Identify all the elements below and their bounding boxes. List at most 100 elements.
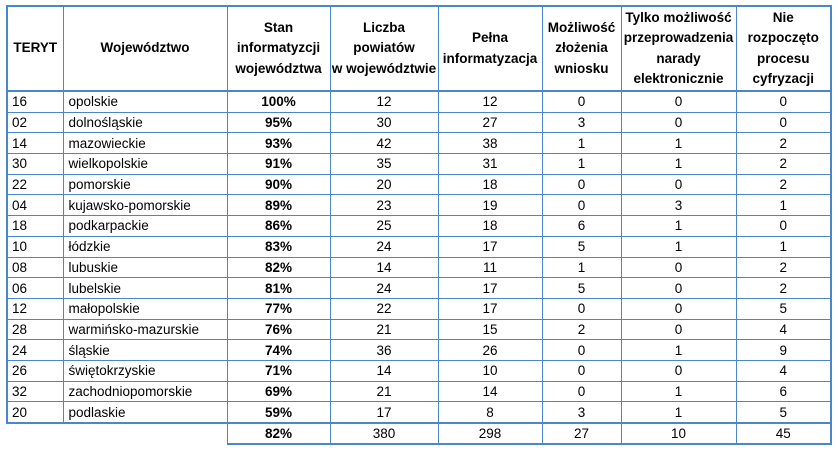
table-row: 22 pomorskie 90% 20 18 0 0 2 <box>6 173 832 196</box>
table-cell: lubuskie <box>62 256 228 279</box>
table-row: 20 podlaskie 59% 17 8 3 1 5 <box>6 401 832 425</box>
table-cell: 30 <box>6 153 64 175</box>
table-cell: 0 <box>541 90 622 113</box>
totals-cell: 10 <box>620 422 737 445</box>
table-cell: 14 <box>329 359 439 382</box>
table-cell: 2 <box>541 318 622 341</box>
table-cell: 93% <box>226 132 331 155</box>
table-cell: 1 <box>620 235 737 258</box>
table-cell: 42 <box>329 132 439 155</box>
table-cell: 25 <box>329 215 439 237</box>
table-cell: kujawsko-pomorskie <box>62 194 228 217</box>
table-row: 28 warmińsko-mazurskie 76% 21 15 2 0 4 <box>6 318 832 341</box>
table-cell: 5 <box>735 297 832 320</box>
totals-row: 82% 380 298 27 10 45 <box>7 422 832 445</box>
table-header: TERYT Województwo Stan informatyzcji woj… <box>6 5 832 92</box>
table-row: 02 dolnośląskie 95% 30 27 3 0 0 <box>6 111 832 134</box>
table-row: 10 łódzkie 83% 24 17 5 1 1 <box>6 235 832 258</box>
table-cell: 0 <box>541 173 622 196</box>
table-cell: 86% <box>226 215 331 237</box>
table-cell: śląskie <box>62 339 228 361</box>
table-cell: 18 <box>437 215 543 237</box>
table-cell: 24 <box>6 339 64 361</box>
table-row: 24 śląskie 74% 36 26 0 1 9 <box>6 339 832 361</box>
table-cell: dolnośląskie <box>62 111 228 134</box>
table-cell: 17 <box>329 401 439 425</box>
table-cell: 1 <box>620 132 737 155</box>
table-cell: 76% <box>226 318 331 341</box>
table-cell: 14 <box>329 256 439 279</box>
table-cell: małopolskie <box>62 297 228 320</box>
table-cell: 6 <box>735 380 832 403</box>
table-cell: 20 <box>6 401 64 425</box>
col-header-wojewodztwo: Województwo <box>62 5 228 92</box>
totals-cell: 82% <box>226 422 331 445</box>
table-cell: 15 <box>437 318 543 341</box>
table-cell: 02 <box>6 111 64 134</box>
table-cell: 91% <box>226 153 331 175</box>
table-cell: 1 <box>620 380 737 403</box>
table-cell: 8 <box>437 401 543 425</box>
table-cell: 23 <box>329 194 439 217</box>
table-row: 06 lubelskie 81% 24 17 5 0 2 <box>6 277 832 299</box>
col-header-stan: Stan informatyzcji województwa <box>226 5 331 92</box>
table-cell: 0 <box>541 380 622 403</box>
table-cell: 22 <box>6 173 64 196</box>
table-cell: 14 <box>437 380 543 403</box>
table-cell: 5 <box>541 277 622 299</box>
table-cell: 71% <box>226 359 331 382</box>
totals-empty-cell <box>63 423 227 444</box>
table-cell: 21 <box>329 318 439 341</box>
table-cell: 24 <box>329 235 439 258</box>
col-header-tylko-narada: Tylko możliwość przeprowadzenia narady e… <box>620 5 737 92</box>
col-header-nie-rozpoczeto: Nie rozpoczęto procesu cyfryzacji <box>735 5 832 92</box>
col-header-pelna: Pełna informatyzacja <box>437 5 543 92</box>
table-cell: 28 <box>6 318 64 341</box>
table-cell: 24 <box>329 277 439 299</box>
table-cell: 10 <box>437 359 543 382</box>
table-cell: 1 <box>620 215 737 237</box>
table-cell: 08 <box>6 256 64 279</box>
totals-cell: 380 <box>329 422 439 445</box>
table-cell: 2 <box>735 256 832 279</box>
table-row: 04 kujawsko-pomorskie 89% 23 19 0 3 1 <box>6 194 832 217</box>
table-cell: 10 <box>6 235 64 258</box>
table-cell: 0 <box>620 111 737 134</box>
table-cell: 0 <box>541 297 622 320</box>
table-cell: 3 <box>620 194 737 217</box>
table-cell: 22 <box>329 297 439 320</box>
table-cell: 12 <box>329 90 439 113</box>
table-cell: 0 <box>620 90 737 113</box>
table-cell: 1 <box>620 401 737 425</box>
table-cell: 12 <box>6 297 64 320</box>
table-cell: 30 <box>329 111 439 134</box>
table-cell: 0 <box>735 111 832 134</box>
table-cell: 89% <box>226 194 331 217</box>
table-cell: opolskie <box>62 90 228 113</box>
table-cell: 38 <box>437 132 543 155</box>
table-cell: 0 <box>541 359 622 382</box>
table-cell: 6 <box>541 215 622 237</box>
table-cell: 0 <box>541 339 622 361</box>
table-cell: 81% <box>226 277 331 299</box>
table-cell: 12 <box>437 90 543 113</box>
table-cell: 82% <box>226 256 331 279</box>
table-cell: 35 <box>329 153 439 175</box>
table-footer: 82% 380 298 27 10 45 <box>7 422 832 445</box>
totals-cell: 27 <box>541 422 622 445</box>
table-cell: 1 <box>620 153 737 175</box>
table-cell: 16 <box>6 90 64 113</box>
table-cell: wielkopolskie <box>62 153 228 175</box>
table-cell: 17 <box>437 235 543 258</box>
table-cell: 19 <box>437 194 543 217</box>
table-cell: 59% <box>226 401 331 425</box>
table-cell: 5 <box>541 235 622 258</box>
table-row: 16 opolskie 100% 12 12 0 0 0 <box>6 90 832 113</box>
table-cell: 04 <box>6 194 64 217</box>
table-cell: 9 <box>735 339 832 361</box>
table-cell: 2 <box>735 277 832 299</box>
table-cell: 0 <box>620 359 737 382</box>
col-header-teryt: TERYT <box>6 5 64 92</box>
informatization-table: TERYT Województwo Stan informatyzcji woj… <box>6 5 832 445</box>
